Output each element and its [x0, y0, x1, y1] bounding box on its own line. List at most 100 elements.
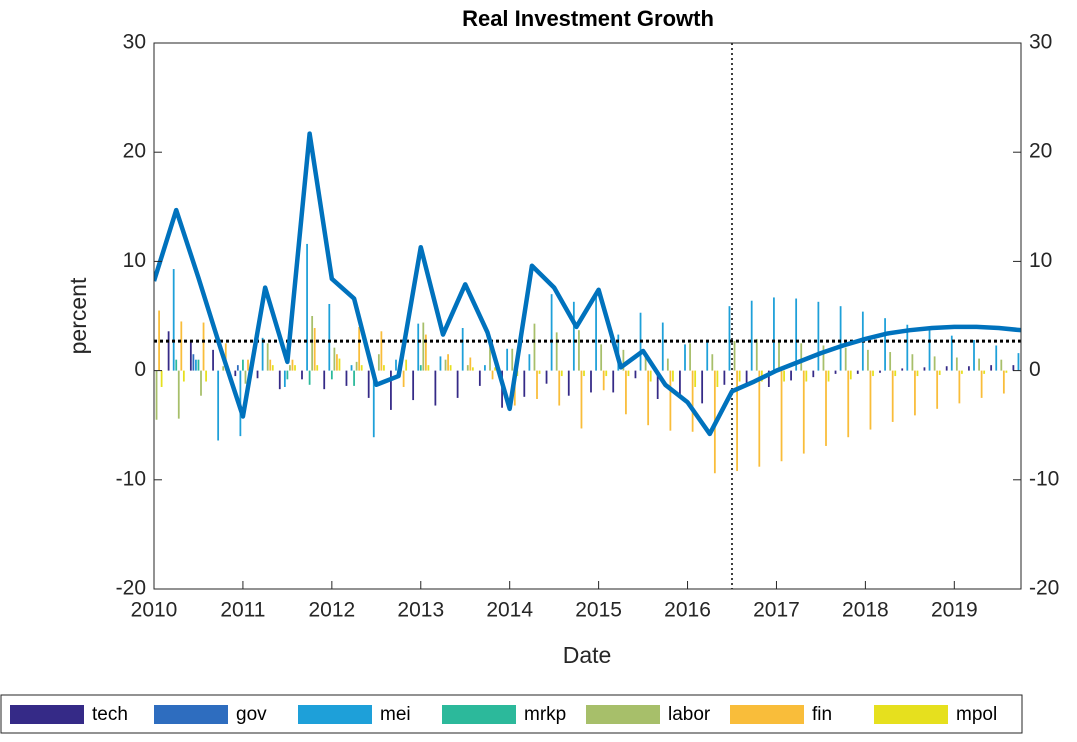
- bar: [306, 243, 308, 371]
- bar: [271, 365, 274, 371]
- bar: [684, 344, 686, 371]
- bar: [247, 359, 249, 371]
- bar: [469, 357, 472, 371]
- bar: [155, 370, 158, 420]
- bar: [1017, 353, 1020, 371]
- bar: [580, 370, 583, 429]
- bar: [1002, 370, 1005, 394]
- bar: [728, 306, 731, 371]
- bar: [627, 370, 630, 377]
- bar: [802, 370, 805, 454]
- bar: [195, 359, 197, 371]
- bar: [679, 370, 681, 395]
- bar: [879, 370, 881, 373]
- bar: [395, 359, 397, 371]
- legend-label: labor: [668, 704, 711, 725]
- bar: [980, 370, 983, 398]
- bar: [945, 366, 948, 371]
- bar: [872, 370, 874, 377]
- bar: [612, 370, 615, 393]
- bar: [938, 370, 941, 375]
- bar: [780, 370, 783, 462]
- bar: [1005, 370, 1008, 373]
- bar: [661, 322, 664, 371]
- bar: [758, 370, 761, 467]
- bar: [649, 370, 652, 382]
- bar: [955, 357, 958, 371]
- bar: [560, 370, 563, 377]
- bar: [958, 370, 961, 404]
- bar: [595, 294, 597, 371]
- bar: [286, 370, 289, 380]
- y-tick-label: 30: [123, 31, 146, 54]
- bar: [644, 354, 647, 371]
- bar: [461, 328, 464, 371]
- bar: [827, 370, 830, 382]
- legend-swatch: [586, 705, 660, 724]
- bar: [338, 358, 341, 371]
- x-tick-label: 2010: [131, 599, 178, 622]
- bar: [817, 301, 820, 371]
- bar: [701, 370, 704, 404]
- bar: [355, 361, 358, 371]
- bar: [1000, 359, 1003, 371]
- bar: [489, 343, 491, 371]
- y-tick-label: 0: [134, 358, 146, 381]
- bar: [694, 370, 697, 387]
- bar: [647, 370, 650, 426]
- bar: [849, 370, 852, 380]
- x-tick-label: 2015: [575, 599, 622, 622]
- bar: [1025, 371, 1027, 390]
- bar: [311, 316, 314, 371]
- chart-title: Real Investment Growth: [462, 6, 714, 31]
- bar: [973, 340, 975, 371]
- bar: [313, 328, 316, 371]
- bar: [716, 370, 719, 387]
- bar: [236, 365, 239, 371]
- bar: [1023, 363, 1025, 371]
- y2-tick-label: -10: [1029, 467, 1059, 490]
- bar: [478, 370, 481, 386]
- bar: [234, 370, 237, 377]
- bar: [538, 370, 541, 374]
- bar: [456, 370, 459, 398]
- bar: [533, 323, 536, 371]
- bar: [205, 370, 207, 382]
- bar: [358, 326, 361, 371]
- bar: [733, 341, 736, 371]
- bar: [968, 366, 970, 371]
- legend-label: mrkp: [524, 704, 566, 725]
- y2-tick-label: 30: [1029, 31, 1052, 54]
- bar: [834, 370, 837, 374]
- bar: [202, 322, 205, 371]
- bar: [800, 343, 803, 371]
- legend-swatch: [874, 705, 948, 724]
- y-tick-label: 20: [123, 140, 146, 163]
- bar: [528, 354, 531, 371]
- y-tick-label: -20: [116, 577, 146, 600]
- bar: [723, 370, 726, 385]
- bar: [844, 347, 847, 371]
- bar: [583, 370, 585, 377]
- bar: [990, 365, 993, 371]
- bar: [434, 370, 437, 406]
- y2-tick-label: -20: [1029, 577, 1059, 600]
- bar: [711, 354, 714, 371]
- bar: [869, 370, 872, 430]
- bar: [928, 330, 931, 371]
- bar: [372, 370, 375, 438]
- x-tick-label: 2017: [753, 599, 800, 622]
- bar: [572, 301, 575, 371]
- bar: [605, 370, 608, 377]
- bar: [950, 335, 953, 371]
- bar: [494, 367, 496, 371]
- bar: [995, 345, 998, 371]
- plot-area: [154, 43, 1027, 589]
- legend-label: tech: [92, 704, 128, 725]
- x-tick-label: 2016: [664, 599, 711, 622]
- bar: [558, 370, 561, 406]
- bar: [805, 370, 808, 382]
- y-axis-label: percent: [65, 277, 91, 354]
